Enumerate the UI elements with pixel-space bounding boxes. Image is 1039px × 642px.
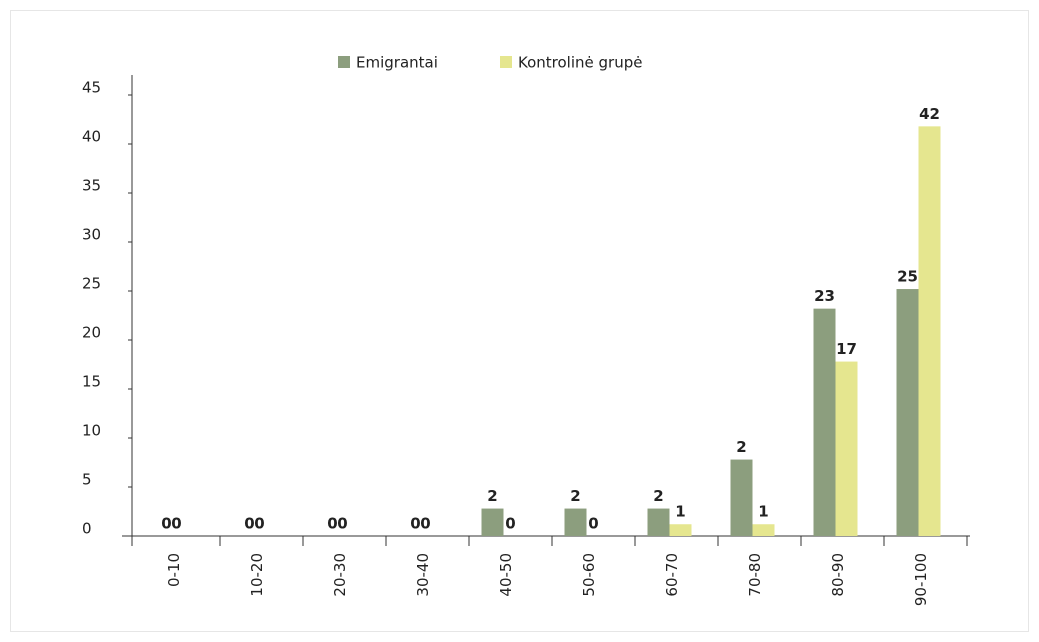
bar [481, 508, 504, 536]
x-tick-label: 30-40 [414, 553, 432, 597]
data-label: 1 [675, 503, 685, 521]
data-label: 0 [254, 515, 264, 533]
y-tick-label: 35 [82, 177, 101, 195]
data-label: 2 [736, 438, 746, 456]
bar [813, 308, 836, 536]
y-tick-label: 25 [82, 275, 101, 293]
data-label: 0 [410, 515, 420, 533]
x-tick-label: 0-10 [165, 553, 183, 587]
x-tick-label: 40-50 [497, 553, 515, 597]
bar [564, 508, 587, 536]
y-tick-label: 5 [82, 471, 92, 489]
data-label: 0 [171, 515, 181, 533]
y-tick-label: 10 [82, 422, 101, 440]
data-label: 2 [570, 487, 580, 505]
frame [10, 10, 1029, 632]
x-tick-label: 80-90 [829, 553, 847, 597]
bar [669, 524, 692, 536]
legend-label: Kontrolinė grupė [518, 54, 642, 72]
bar [918, 126, 941, 537]
bar [647, 508, 670, 536]
bar [752, 524, 775, 536]
legend-swatch [500, 56, 512, 68]
data-label: 25 [897, 268, 918, 286]
bar [896, 289, 919, 536]
y-tick-label: 45 [82, 79, 101, 97]
data-label: 2 [653, 487, 663, 505]
data-label: 23 [814, 287, 835, 305]
x-tick-label: 60-70 [663, 553, 681, 597]
x-tick-label: 70-80 [746, 553, 764, 597]
data-label: 0 [244, 515, 254, 533]
data-label: 0 [327, 515, 337, 533]
data-label: 1 [758, 503, 768, 521]
y-tick-label: 30 [82, 226, 101, 244]
y-tick-label: 20 [82, 324, 101, 342]
data-label: 0 [337, 515, 347, 533]
legend-swatch [338, 56, 350, 68]
data-label: 17 [836, 340, 857, 358]
data-label: 0 [588, 515, 598, 533]
data-label: 0 [420, 515, 430, 533]
x-tick-label: 20-30 [331, 553, 349, 597]
data-label: 0 [161, 515, 171, 533]
data-label: 0 [505, 515, 515, 533]
y-tick-label: 15 [82, 373, 101, 391]
bar [730, 459, 753, 536]
y-tick-label: 0 [82, 520, 92, 538]
bar [835, 361, 858, 536]
y-tick-label: 40 [82, 128, 101, 146]
x-tick-label: 90-100 [912, 553, 930, 606]
data-label: 42 [919, 105, 940, 123]
data-label: 2 [487, 487, 497, 505]
legend-label: Emigrantai [356, 54, 438, 72]
x-tick-label: 50-60 [580, 553, 598, 597]
x-tick-label: 10-20 [248, 553, 266, 597]
